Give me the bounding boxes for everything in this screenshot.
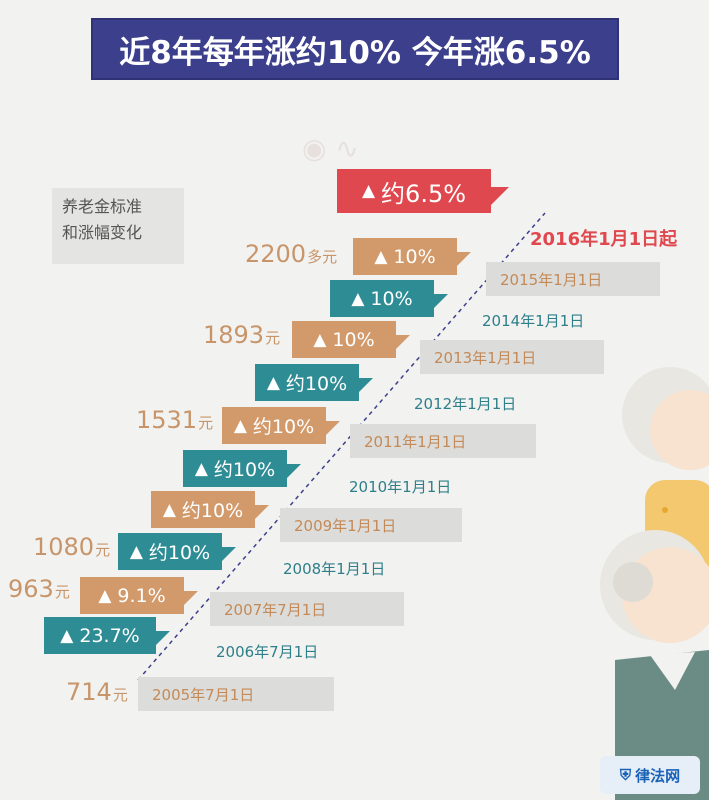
increase-badge: ▲ 约10% [151,491,269,528]
pension-amount: 714 元 [66,678,128,706]
increase-badge: ▲ 23.7% [44,617,170,654]
legend-line-1: 养老金标准 [62,197,143,216]
up-triangle-icon: ▲ [60,625,74,646]
date-label: 2013年1月1日 [420,340,604,374]
increase-badge: ▲ 10% [292,321,410,358]
up-triangle-icon: ▲ [129,541,143,562]
increase-badge: ▲ 约10% [222,407,340,444]
date-label-highlight: 2016年1月1日起 [530,229,678,250]
up-triangle-icon: ▲ [361,181,376,201]
increase-badge: ▲ 10% [330,280,448,317]
up-triangle-icon: ▲ [194,458,208,479]
date-label: 2015年1月1日 [486,262,660,296]
elderly-couple-illustration [600,367,709,800]
pension-amount: 963 元 [8,575,70,603]
pension-amount: 2200 多元 [245,240,338,268]
shield-icon: ⛨ [619,766,632,784]
increase-badge-highlight: ▲ 约6.5% [337,169,509,213]
date-label: 2006年7月1日 [216,642,319,661]
pension-amount: 1080 元 [33,533,111,561]
increase-badge: ▲ 约10% [183,450,301,487]
increase-badge: ▲ 约10% [255,364,373,401]
date-label: 2012年1月1日 [414,394,517,413]
increase-badge: ▲ 10% [353,238,471,275]
up-triangle-icon: ▲ [313,329,327,350]
grandma-face [650,390,709,470]
up-triangle-icon: ▲ [266,372,280,393]
increase-badge: ▲ 9.1% [80,577,198,614]
date-label: 2014年1月1日 [482,311,585,330]
up-triangle-icon: ▲ [374,246,388,267]
title-banner: 近8年每年涨约10% 今年涨6.5% [93,20,617,78]
date-label: 2009年1月1日 [280,508,462,542]
watermark-logo: ◉ ∿ [302,132,359,165]
pension-amount: 1893 元 [203,321,281,349]
date-label: 2007年7月1日 [210,592,404,626]
legend-line-2: 和涨幅变化 [62,223,143,242]
date-label: 2008年1月1日 [283,559,386,578]
up-triangle-icon: ▲ [233,415,247,436]
pension-amount: 1531 元 [136,406,214,434]
up-triangle-icon: ▲ [162,499,176,520]
date-label: 2005年7月1日 [138,677,334,711]
up-triangle-icon: ▲ [98,585,112,606]
date-label: 2010年1月1日 [349,477,452,496]
date-label: 2011年1月1日 [350,424,536,458]
increase-badge: ▲ 约10% [118,533,236,570]
site-logo: ⛨ 律法网 [600,756,700,794]
up-triangle-icon: ▲ [351,288,365,309]
legend-box: 养老金标准 和涨幅变化 [52,188,184,264]
